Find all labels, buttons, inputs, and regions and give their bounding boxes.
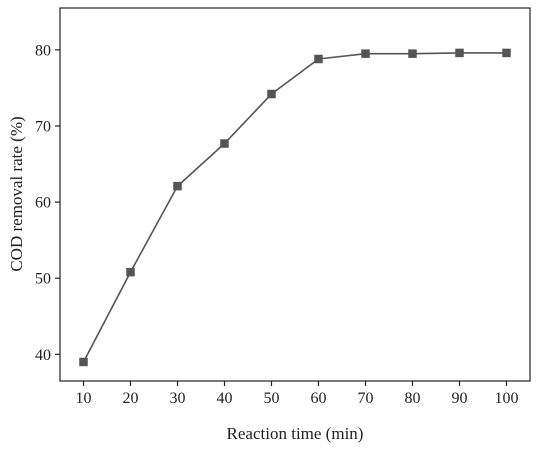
data-point	[361, 49, 370, 58]
data-point	[267, 89, 276, 99]
x-tick-label: 80	[405, 390, 421, 407]
series-line	[82, 52, 507, 363]
data-point	[455, 48, 464, 58]
x-tick-label: 20	[123, 390, 139, 407]
y-axis-title: COD removal rate (%)	[7, 116, 26, 271]
data-point	[173, 181, 182, 191]
plot-frame	[59, 7, 531, 382]
x-axis-ticks: 10 20 30 40 50 60 70 80 90 100	[76, 381, 519, 407]
x-axis-title: Reaction time (min)	[227, 424, 364, 443]
y-tick-label: 50	[35, 271, 51, 288]
y-tick-label: 70	[35, 118, 51, 135]
x-tick-label: 100	[495, 390, 519, 407]
x-tick-label: 30	[170, 390, 186, 407]
data-point	[314, 54, 323, 64]
data-point	[408, 49, 417, 58]
data-point	[79, 357, 88, 367]
y-tick-label: 40	[35, 347, 51, 364]
y-tick-label: 60	[35, 195, 51, 212]
x-tick-label: 10	[76, 390, 92, 407]
x-tick-label: 60	[311, 390, 327, 407]
x-tick-label: 90	[452, 390, 468, 407]
y-tick-label: 80	[35, 42, 51, 59]
y-axis-ticks: 40 50 60 70 80	[35, 42, 60, 364]
x-tick-label: 70	[358, 390, 374, 407]
data-markers	[79, 48, 511, 367]
data-point	[502, 48, 511, 58]
x-tick-label: 50	[264, 390, 280, 407]
data-point	[126, 267, 135, 277]
data-point	[220, 139, 229, 148]
x-tick-label: 40	[217, 390, 233, 407]
